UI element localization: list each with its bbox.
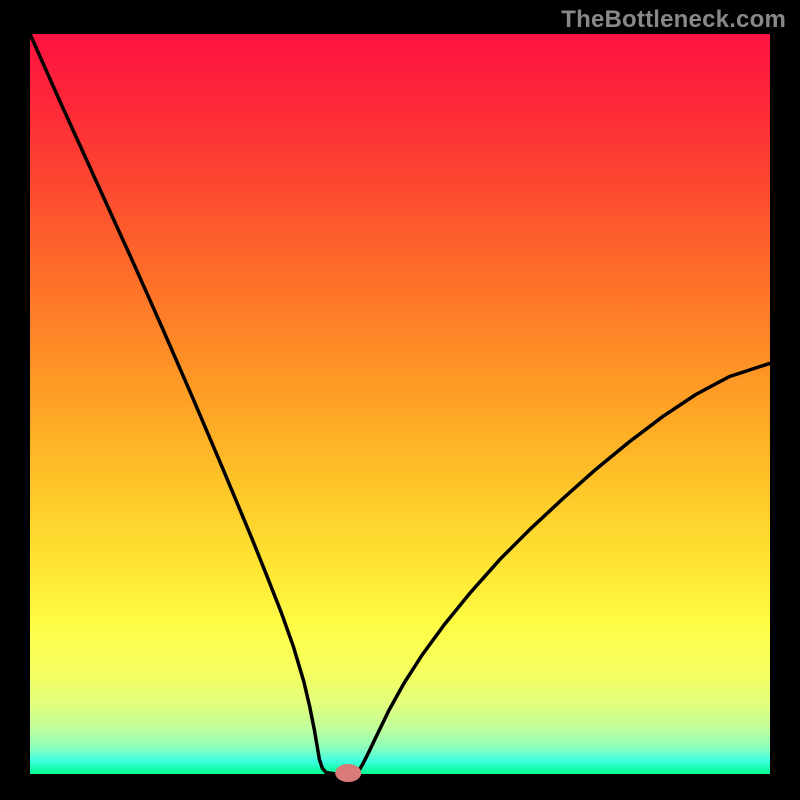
- bottleneck-chart: [0, 0, 800, 800]
- watermark-text: TheBottleneck.com: [561, 6, 786, 34]
- plot-background: [30, 34, 770, 774]
- outer-frame: TheBottleneck.com: [0, 0, 800, 800]
- minimum-marker: [335, 764, 361, 782]
